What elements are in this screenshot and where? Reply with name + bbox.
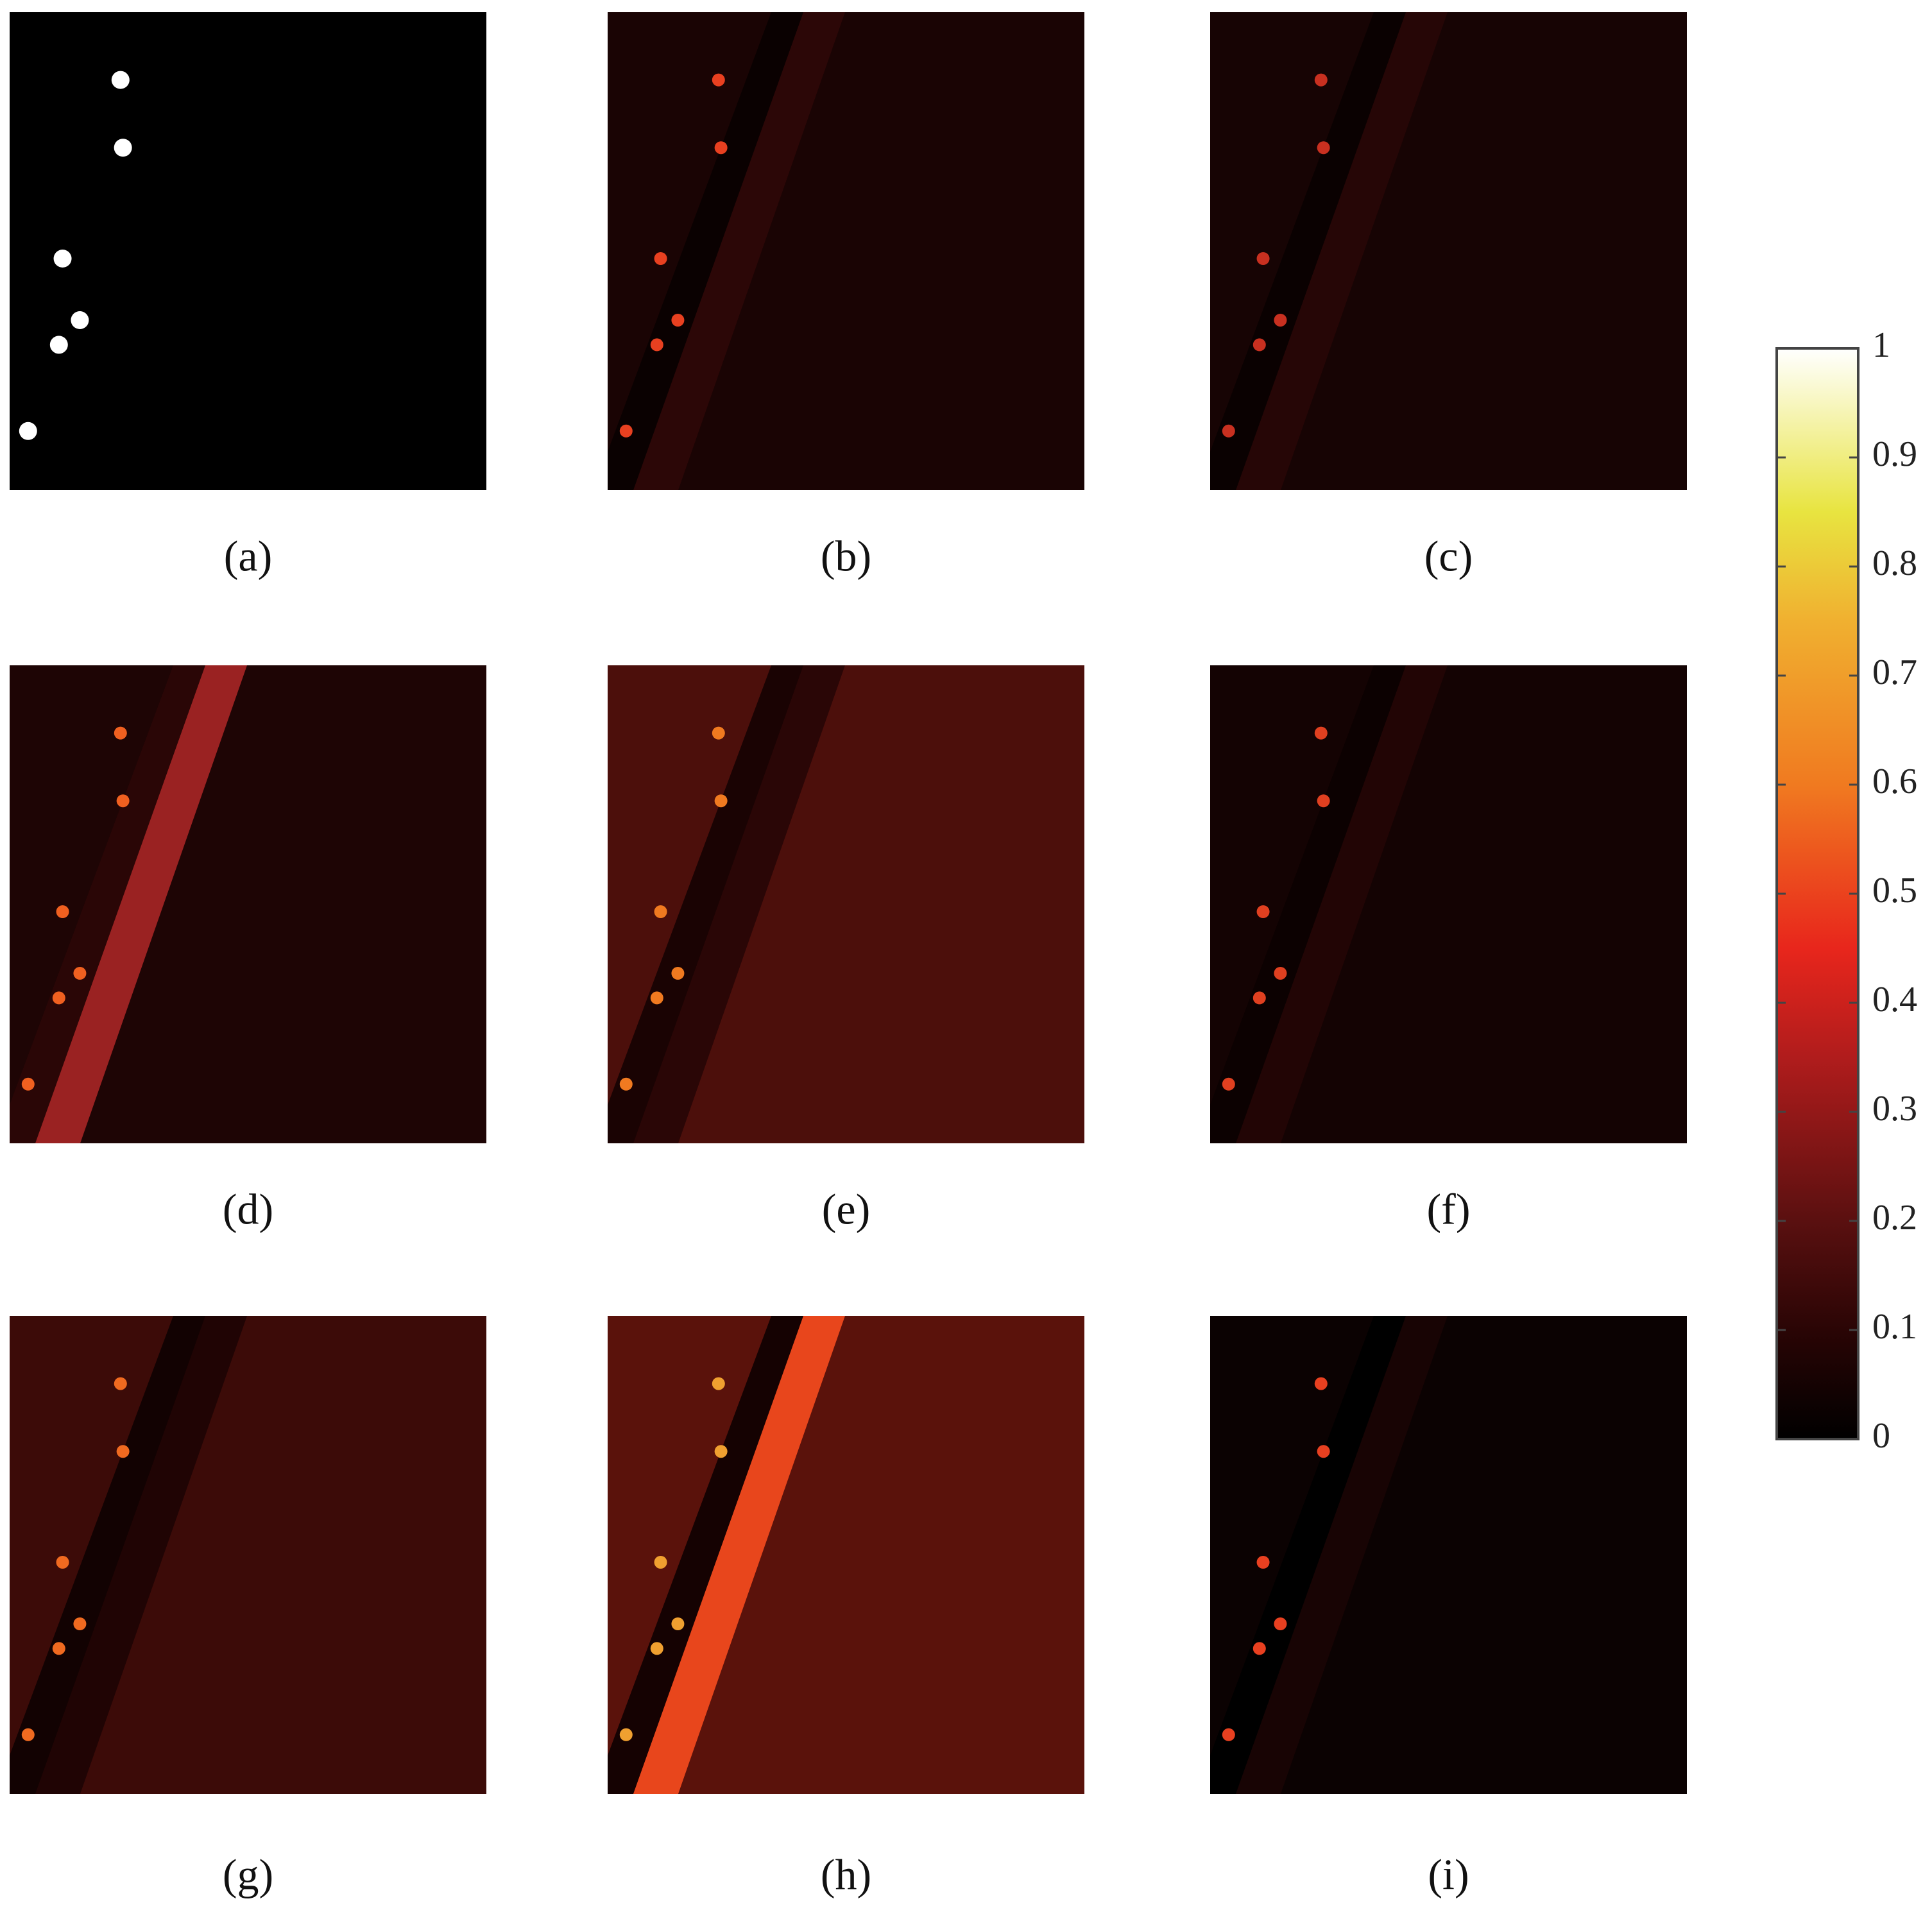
panel-spot	[114, 139, 132, 157]
panel-band	[1223, 1316, 1448, 1794]
panel-spot	[52, 1642, 65, 1655]
panel-spot	[619, 1077, 633, 1091]
colorbar-tick-label: 0.3	[1872, 1089, 1917, 1129]
panel-spot	[1256, 905, 1270, 918]
panel-spot	[650, 1642, 663, 1655]
panel-label: (g)	[223, 1850, 273, 1899]
panel-band	[620, 665, 845, 1143]
panel-spot	[650, 338, 663, 352]
panel-label: (c)	[1424, 532, 1473, 581]
panel-label: (e)	[822, 1185, 870, 1234]
colorbar-tick-label: 0.1	[1872, 1307, 1917, 1347]
panel-spot	[712, 73, 725, 87]
panel-spot	[671, 967, 685, 980]
panel-band	[620, 12, 845, 490]
panel-band	[22, 1316, 247, 1794]
panel-label: (a)	[224, 532, 272, 581]
panel-spot	[73, 1617, 87, 1630]
panel-spot	[654, 905, 667, 918]
panel-spot	[714, 1445, 728, 1458]
panel-spot	[52, 991, 65, 1005]
panel-spot	[73, 967, 87, 980]
panel-label: (d)	[223, 1185, 273, 1234]
panel-dark-band	[1210, 1316, 1406, 1794]
colorbar-tick-label: 0.7	[1872, 652, 1917, 692]
panel-spot	[1317, 141, 1330, 155]
panel-spot	[671, 314, 685, 327]
panel-spot	[1256, 252, 1270, 265]
colorbar-tick-label: 0.9	[1872, 434, 1917, 474]
panel-dark-band	[1210, 12, 1406, 490]
panel-band	[1223, 12, 1448, 490]
image-panel	[10, 12, 486, 490]
panel-spot	[1274, 1617, 1287, 1630]
panel-band	[1223, 665, 1448, 1143]
panel-dark-band	[608, 1316, 803, 1794]
panel-dark-band	[1210, 665, 1406, 1143]
panel-dark-band	[608, 665, 803, 1143]
panel-label: (b)	[821, 532, 871, 581]
panel-spot	[116, 794, 130, 808]
panel-band	[22, 665, 247, 1143]
panel-spot	[53, 250, 72, 268]
colorbar-tick-label: 0.4	[1872, 980, 1917, 1019]
panel-label: (f)	[1427, 1185, 1471, 1234]
panel-spot	[619, 424, 633, 438]
colorbar-tick-label: 0.2	[1872, 1198, 1917, 1238]
panel-spot	[654, 1556, 667, 1569]
panel-spot	[712, 1377, 725, 1390]
panel-spot	[116, 1445, 130, 1458]
colorbar-tick-label: 0	[1872, 1416, 1890, 1456]
panel-spot	[1314, 1377, 1328, 1390]
panel-spot	[712, 726, 725, 740]
panel-spot	[1274, 967, 1287, 980]
colorbar-tick-label: 1	[1872, 325, 1890, 365]
panel-spot	[1222, 1077, 1235, 1091]
panel-spot	[650, 991, 663, 1005]
panel-spot	[714, 794, 728, 808]
panel-spot	[19, 422, 37, 440]
panel-spot	[1222, 424, 1235, 438]
colorbar-tick-label: 0.8	[1872, 543, 1917, 583]
panel-spot	[71, 311, 89, 329]
panel-dark-band	[10, 1316, 205, 1794]
panel-spot	[1314, 726, 1328, 740]
panel-spot	[1252, 338, 1266, 352]
colorbar: 0 0.1 0.2 0.3 0.4 0.5 0.6 0.7 0.8 0.9 1	[1775, 325, 1917, 1456]
panel-spot	[1256, 1556, 1270, 1569]
panel-spot	[671, 1617, 685, 1630]
panel-spot	[49, 336, 68, 354]
panel-spot	[1252, 1642, 1266, 1655]
panel-spot	[1317, 794, 1330, 808]
panel-dark-band	[10, 665, 205, 1143]
panel-spot	[619, 1728, 633, 1741]
panel-spot	[111, 71, 130, 89]
panel-spot	[1274, 314, 1287, 327]
panel-spot	[21, 1728, 35, 1741]
panel-spot	[714, 141, 728, 155]
panel-band	[620, 1316, 845, 1794]
panel-dark-band	[608, 12, 803, 490]
panel-spot	[56, 905, 69, 918]
colorbar-tick-label: 0.6	[1872, 762, 1917, 801]
panel-spot	[114, 726, 127, 740]
panel-spot	[654, 252, 667, 265]
panels: (a) (b) (c) (d) (e) (f) (g) (h) (i)	[10, 12, 1687, 1899]
panel-spot	[56, 1556, 69, 1569]
panel-spot	[1317, 1445, 1330, 1458]
panel-spot	[114, 1377, 127, 1390]
colorbar-tick-label: 0.5	[1872, 871, 1917, 910]
panel-label: (i)	[1428, 1850, 1469, 1899]
panel-spot	[1314, 73, 1328, 87]
colorbar-gradient	[1775, 347, 1859, 1440]
panel-spot	[1252, 991, 1266, 1005]
panel-spot	[1222, 1728, 1235, 1741]
panel-label: (h)	[821, 1850, 871, 1899]
panel-spot	[21, 1077, 35, 1091]
